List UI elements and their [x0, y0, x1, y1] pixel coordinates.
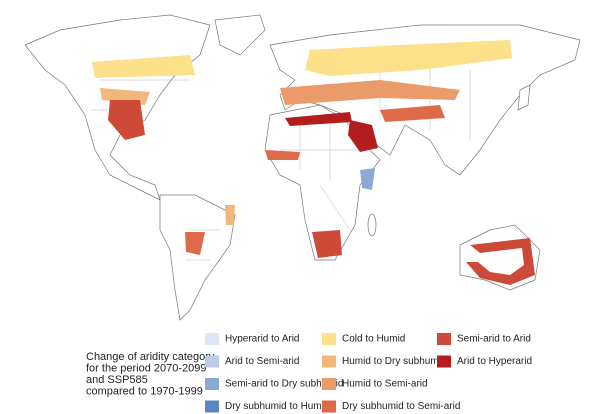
- legend-swatch: [205, 378, 219, 390]
- legend-label: Arid to Semi-arid: [225, 356, 299, 367]
- legend-swatch: [205, 355, 219, 368]
- world-map: [24, 14, 581, 321]
- madagascar: [367, 213, 377, 237]
- japan: [517, 84, 531, 111]
- patch: [360, 168, 375, 190]
- south-america: [159, 194, 236, 321]
- legend-title: for the period 2070-2099: [86, 362, 206, 374]
- legend-title: Change of aridity category: [86, 351, 215, 363]
- africa: [264, 104, 381, 261]
- legend-swatch: [322, 400, 336, 413]
- legend-label: Dry subhumid to Humid: [225, 401, 329, 412]
- legend-swatch: [205, 333, 219, 345]
- legend-label: Hyperarid to Arid: [225, 334, 299, 345]
- patch: [348, 120, 378, 152]
- legend-title: compared to 1970-1999: [86, 385, 203, 397]
- patch: [305, 40, 512, 76]
- legend-swatch: [322, 355, 336, 368]
- patch: [185, 232, 205, 255]
- patch: [108, 100, 145, 140]
- legend-label: Arid to Hyperarid: [457, 356, 532, 367]
- greenland: [214, 14, 266, 56]
- legend-title: and SSP585: [86, 374, 148, 386]
- patch: [466, 238, 535, 285]
- legend-label: Semi-arid to Dry subhumid: [225, 379, 343, 390]
- aridity-patches: [92, 40, 535, 285]
- patch: [380, 105, 445, 122]
- patch: [265, 150, 300, 160]
- legend-label: Humid to Semi-arid: [342, 379, 428, 390]
- patch: [280, 80, 460, 105]
- legend-label: Dry subhumid to Semi-arid: [342, 401, 460, 412]
- legend-swatch: [322, 378, 336, 390]
- patch: [285, 112, 352, 126]
- legend-swatch: [437, 355, 451, 368]
- legend-swatch: [322, 333, 336, 345]
- patch: [92, 55, 195, 78]
- legend-label: Humid to Dry subhumid: [342, 356, 446, 367]
- legend-swatch: [437, 333, 451, 345]
- patch: [312, 230, 342, 258]
- legend-label: Cold to Humid: [342, 334, 405, 345]
- legend-swatch: [205, 400, 219, 413]
- patch: [225, 205, 235, 225]
- legend-label: Semi-arid to Arid: [457, 334, 531, 345]
